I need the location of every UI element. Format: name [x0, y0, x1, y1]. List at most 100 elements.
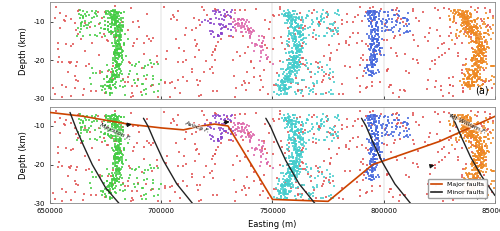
Point — [252, 7, 260, 10]
Point — [162, 57, 170, 61]
Point — [342, 41, 350, 45]
Point — [462, 117, 470, 120]
Point — [298, 78, 306, 82]
Point — [472, 26, 480, 30]
Point — [460, 32, 468, 36]
Point — [465, 26, 473, 30]
Point — [196, 79, 204, 82]
Point — [370, 9, 378, 12]
Point — [474, 143, 482, 146]
Point — [84, 24, 92, 27]
Point — [223, 114, 231, 118]
Point — [409, 161, 417, 165]
Point — [298, 127, 306, 131]
Point — [366, 115, 374, 118]
Point — [74, 8, 82, 12]
Point — [480, 164, 488, 167]
Point — [310, 132, 318, 136]
Point — [302, 43, 310, 46]
Point — [78, 125, 86, 129]
Point — [291, 142, 299, 145]
Point — [115, 42, 123, 46]
Point — [323, 168, 331, 171]
Point — [372, 43, 380, 46]
Point — [462, 21, 470, 25]
Point — [112, 114, 120, 118]
Point — [73, 34, 81, 38]
Point — [474, 34, 482, 38]
Point — [477, 140, 485, 143]
Point — [82, 23, 90, 27]
Point — [105, 114, 113, 118]
Point — [482, 144, 490, 148]
Point — [473, 31, 481, 34]
Point — [92, 119, 100, 122]
Point — [154, 164, 162, 168]
Point — [328, 139, 336, 142]
Point — [290, 163, 298, 167]
Point — [294, 24, 302, 27]
Point — [474, 52, 482, 56]
Point — [470, 50, 478, 54]
Point — [287, 15, 295, 18]
Point — [458, 113, 466, 117]
Point — [476, 30, 484, 34]
Point — [232, 133, 240, 137]
Point — [388, 8, 396, 12]
Point — [278, 78, 286, 82]
Point — [463, 135, 471, 139]
Point — [367, 159, 375, 162]
Point — [110, 128, 118, 131]
Point — [296, 34, 304, 38]
Point — [395, 133, 403, 137]
Point — [470, 25, 478, 29]
Point — [114, 23, 122, 26]
Point — [376, 155, 384, 159]
Point — [475, 153, 483, 157]
Point — [218, 131, 226, 134]
Point — [284, 130, 292, 134]
Point — [396, 199, 404, 203]
Point — [292, 55, 300, 59]
Point — [285, 182, 293, 186]
Point — [109, 166, 117, 170]
Point — [291, 56, 299, 60]
Point — [294, 152, 302, 156]
Point — [472, 158, 480, 162]
Point — [290, 55, 298, 58]
Point — [434, 46, 442, 49]
Point — [314, 127, 322, 131]
Point — [316, 61, 324, 64]
Point — [113, 167, 121, 171]
Point — [374, 134, 382, 137]
Point — [112, 12, 120, 16]
Point — [292, 150, 300, 154]
Point — [473, 176, 481, 179]
Point — [119, 189, 127, 193]
Point — [353, 180, 361, 184]
Point — [114, 64, 122, 67]
Point — [302, 162, 310, 166]
Point — [343, 125, 351, 128]
Point — [471, 18, 479, 21]
Point — [274, 189, 282, 192]
Point — [281, 86, 289, 90]
Point — [210, 135, 218, 139]
Point — [119, 58, 127, 61]
Point — [140, 52, 148, 56]
Point — [234, 24, 242, 28]
Point — [245, 131, 253, 135]
Point — [149, 179, 157, 182]
Point — [481, 159, 489, 162]
Point — [300, 40, 308, 44]
Point — [110, 138, 118, 141]
Point — [306, 75, 314, 79]
Point — [367, 115, 375, 119]
Point — [101, 83, 109, 86]
Point — [279, 177, 287, 181]
Point — [113, 120, 121, 124]
Point — [236, 112, 244, 116]
Point — [71, 179, 79, 183]
Point — [290, 59, 298, 62]
Point — [114, 40, 122, 44]
